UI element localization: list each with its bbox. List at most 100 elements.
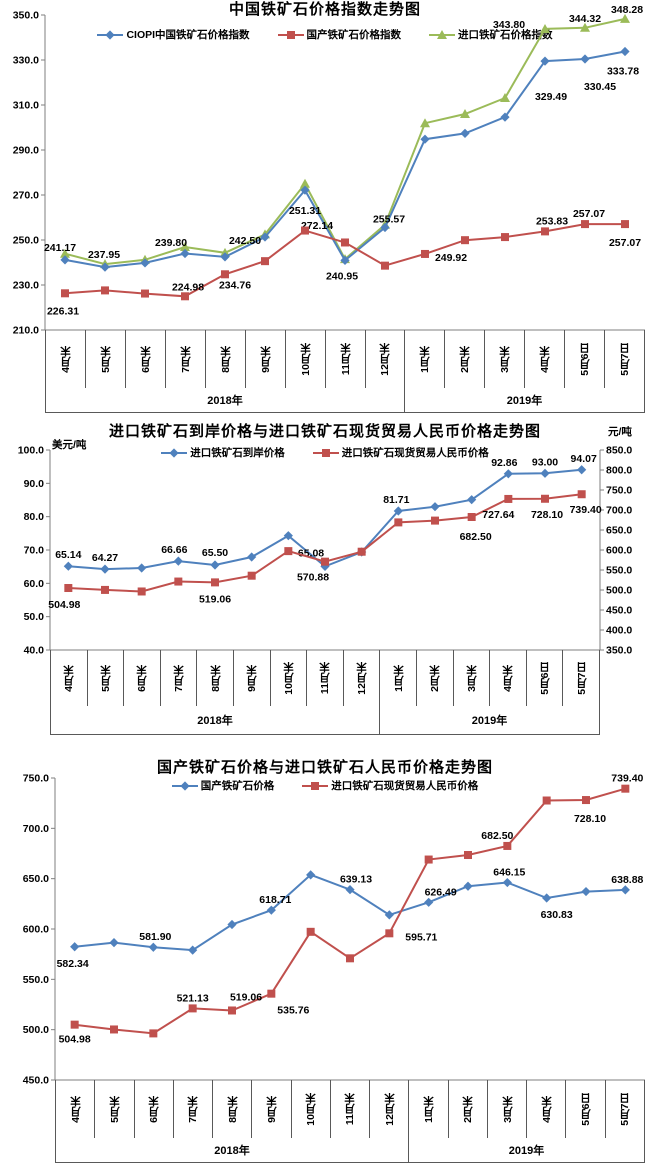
import-price-chart-series-0-point-1 xyxy=(100,564,110,574)
index-chart-year-group-0: 2018年 xyxy=(45,388,405,412)
domestic-price-chart-xlabel-text-3: 7月末 xyxy=(187,1095,200,1123)
import-price-chart-ytick-400: 400.0 xyxy=(606,625,632,637)
domestic-price-chart-series-1-point-9 xyxy=(424,855,433,864)
diamond-legend-icon xyxy=(97,29,124,40)
domestic-price-chart-xlabel-10: 2月末 xyxy=(449,1080,488,1138)
index-chart-series-2-point-0 xyxy=(60,248,70,258)
domestic-price-chart-series-0-point-2 xyxy=(148,942,158,952)
import-price-chart-legend: 进口铁矿石到岸价格 进口铁矿石现货贸易人民币价格 xyxy=(0,445,650,460)
index-chart-series-1-label-13: 257.07 xyxy=(573,208,605,220)
import-price-chart-series-0-point-10 xyxy=(430,502,440,512)
domestic-price-chart-series-1-point-7 xyxy=(346,954,354,963)
import-price-chart-ytick-100: 100.0 xyxy=(18,445,44,457)
domestic-price-chart-series-0-label-7: 639.13 xyxy=(340,874,372,886)
index-chart-xlabel-text-4: 8月末 xyxy=(219,345,232,373)
domestic-price-chart-series-1-label-11: 682.50 xyxy=(481,830,513,842)
import-price-chart-series-0-label-0: 65.14 xyxy=(55,549,81,561)
import-price-chart-xlabel-text-6: 10月末 xyxy=(282,661,295,695)
diamond-legend-icon xyxy=(161,447,188,458)
import-price-chart-ytick-550: 550.0 xyxy=(606,565,632,577)
domestic-price-chart-series-1-point-14 xyxy=(621,784,630,793)
index-chart-series-0-point-12 xyxy=(540,56,550,66)
domestic-price-chart-xlabel-14: 5月7日 xyxy=(606,1080,645,1138)
domestic-price-chart-ytick-450: 450.0 xyxy=(23,1075,49,1087)
index-chart-ytick-270: 270.0 xyxy=(13,190,39,202)
index-chart-series-1-point-2 xyxy=(141,289,149,298)
index-chart-series-1-label-12: 253.83 xyxy=(536,215,568,227)
import-price-chart-x-axis-table: 4月末 5月末 6月末 7月末 8月末 9月末 10月末 11月末 12月末 1月末 2月末 3月末 4… xyxy=(50,650,600,735)
index-chart-ytick-350: 350.0 xyxy=(13,10,39,22)
domestic-price-chart-series-1-point-13 xyxy=(582,796,590,805)
import-price-chart-ytick-90: 90.0 xyxy=(24,478,45,490)
domestic-price-chart-xlabel-text-5: 9月末 xyxy=(265,1095,278,1123)
domestic-price-chart-xlabel-text-6: 10月末 xyxy=(305,1092,318,1126)
index-chart-xlabel-14: 5月7日 xyxy=(605,330,646,388)
import-price-chart-xlabel-text-2: 6月末 xyxy=(136,664,149,692)
import-price-chart-xlabel-14: 5月7日 xyxy=(563,650,600,706)
domestic-price-chart-series-0-point-14 xyxy=(620,885,630,895)
import-price-chart-year-group-1: 2019年 xyxy=(380,706,600,734)
domestic-price-chart-series-0-label-5: 618.71 xyxy=(259,894,291,906)
index-chart-xlabel-text-10: 2月末 xyxy=(459,345,472,373)
domestic-price-chart-xlabel-text-1: 5月末 xyxy=(108,1095,121,1123)
index-chart-series-2-point-6 xyxy=(300,178,310,188)
index-chart-series-0-label-2: 239.80 xyxy=(155,237,187,249)
domestic-price-chart-xlabel-text-2: 6月末 xyxy=(148,1095,161,1123)
index-chart-xlabel-12: 4月末 xyxy=(525,330,566,388)
import-price-chart-section: 进口铁矿石到岸价格与进口铁矿石现货贸易人民币价格走势图 美元/吨 元/吨 进口铁… xyxy=(0,418,650,755)
import-price-chart-xlabel-text-11: 3月末 xyxy=(465,664,478,692)
index-chart-series-1-point-0 xyxy=(61,289,69,298)
domestic-price-chart-series-1-point-12 xyxy=(542,796,551,805)
domestic-price-chart-xlabel-text-8: 12月末 xyxy=(383,1092,396,1126)
import-price-chart-series-0-point-0 xyxy=(63,561,73,571)
index-chart-x-axis-table: 4月末 5月末 6月末 7月末 8月末 9月末 10月末 11月末 12月末 1月末 2月末 3月末 4… xyxy=(45,330,646,413)
import-price-chart-series-0-label-14: 94.07 xyxy=(571,453,597,465)
import-price-chart-series-0-point-12 xyxy=(503,469,513,479)
index-chart-series-0-label-6: 272.14 xyxy=(301,220,333,232)
index-chart-legend-item-2: 进口铁矿石价格指数 xyxy=(429,27,553,42)
index-chart-legend-item-0: CIOPI中国铁矿石价格指数 xyxy=(97,27,250,42)
index-chart-ytick-250: 250.0 xyxy=(13,235,39,247)
domestic-price-chart-xlabel-9: 1月末 xyxy=(409,1080,449,1138)
import-price-chart-series-0-label-3: 66.66 xyxy=(161,544,187,556)
import-price-chart-series-1-point-14 xyxy=(577,490,586,499)
square-legend-marker xyxy=(311,781,320,790)
index-chart-series-0-point-13 xyxy=(580,54,590,64)
index-chart-series-0-point-7 xyxy=(340,255,350,265)
import-price-chart-legend-item-1: 进口铁矿石现货贸易人民币价格 xyxy=(312,445,489,460)
index-chart-legend-item-1: 国产铁矿石价格指数 xyxy=(277,27,401,42)
import-price-chart-series-0-label-13: 93.00 xyxy=(532,456,558,468)
import-price-chart-xlabel-text-7: 11月末 xyxy=(319,661,332,695)
index-chart-series-1-label-10: 249.92 xyxy=(435,252,467,264)
import-price-chart-series-0-point-14 xyxy=(577,465,587,475)
domestic-price-chart-ytick-700: 700.0 xyxy=(23,823,49,835)
import-price-chart-plot: 100.0 90.0 80.0 70.0 60.0 50.0 40.0 850.0 800.0 7… xyxy=(18,445,633,657)
import-price-chart-xlabel-0: 4月末 xyxy=(50,650,88,706)
domestic-price-chart-series-0-point-12 xyxy=(542,893,552,903)
domestic-price-chart-legend-item-1: 进口铁矿石现货贸易人民币价格 xyxy=(302,778,478,793)
index-chart-xlabel-text-12: 4月末 xyxy=(539,345,552,373)
triangle-legend-marker xyxy=(437,29,448,39)
index-chart-series-2-point-9 xyxy=(420,118,430,128)
index-chart-xlabel-10: 2月末 xyxy=(445,330,486,388)
index-chart-xlabel-text-3: 7月末 xyxy=(179,345,192,373)
index-chart-series-0-label-7: 240.95 xyxy=(326,270,358,282)
import-price-chart-legend-item-0: 进口铁矿石到岸价格 xyxy=(161,445,285,460)
domestic-price-chart-series-1-point-3 xyxy=(188,1004,197,1013)
import-price-chart-xlabel-text-8: 12月末 xyxy=(356,661,369,695)
index-chart-legend-label-0: CIOPI中国铁矿石价格指数 xyxy=(126,29,250,41)
index-chart-xlabel-text-8: 12月末 xyxy=(379,342,392,376)
index-chart-xlabel-4: 8月末 xyxy=(206,330,246,388)
import-price-chart-ytick-80: 80.0 xyxy=(24,511,45,523)
index-chart-series-2-point-12 xyxy=(540,23,550,33)
import-price-chart-series-1-point-13 xyxy=(541,494,549,503)
index-chart-series-2-point-13 xyxy=(580,22,590,32)
square-legend-marker xyxy=(321,448,330,457)
import-price-chart-legend-label-0: 进口铁矿石到岸价格 xyxy=(190,447,285,459)
domestic-price-chart-x-axis-table: 4月末 5月末 6月末 7月末 8月末 9月末 10月末 11月末 12月末 1月末 2月末 3月末 4… xyxy=(55,1080,645,1163)
import-price-chart-xlabel-3: 7月末 xyxy=(161,650,198,706)
domestic-price-chart-ytick-600: 600.0 xyxy=(23,924,49,936)
import-price-chart-series-1-point-11 xyxy=(467,513,476,521)
right-axis-unit-label: 元/吨 xyxy=(608,426,632,438)
import-price-chart-ytick-700: 700.0 xyxy=(606,505,632,517)
